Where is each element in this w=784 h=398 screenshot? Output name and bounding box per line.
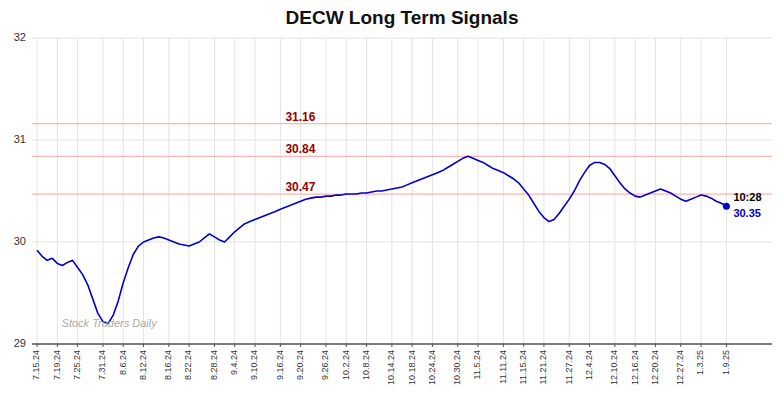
x-tick-label: 9.4.24 [229, 350, 239, 375]
end-time-label: 10:28 [733, 191, 761, 203]
price-line [37, 156, 726, 323]
x-tick-label: 8.16.24 [163, 350, 173, 380]
x-tick-label: 10.18.24 [407, 350, 417, 385]
reference-line [32, 123, 772, 124]
chart: 29 30 31 32 7.15.24 7.19.24 7.25.24 7.31.24 8.6.… [0, 0, 784, 398]
x-tick-label: 12.16.24 [630, 350, 640, 385]
x-grid-line [412, 38, 413, 344]
y-tick-label: 30 [14, 235, 26, 247]
x-grid-line [726, 38, 727, 344]
end-dot [723, 203, 730, 210]
y-grid-line [32, 344, 772, 345]
x-grid-line [102, 38, 103, 344]
x-tick-label: 10.30.24 [452, 350, 462, 385]
x-grid-line [589, 38, 590, 344]
x-tick-label: 10.24.24 [427, 350, 437, 385]
watermark: Stock Traders Daily [62, 317, 159, 329]
x-tick-label: 7.25.24 [72, 350, 82, 380]
x-grid-line [523, 38, 524, 344]
x-tick-label: 12.10.24 [609, 350, 619, 385]
x-tick-label: 9.20.24 [295, 350, 305, 380]
reference-label: 31.16 [285, 110, 315, 124]
x-grid-line [77, 38, 78, 344]
x-tick-label: 7.15.24 [31, 350, 41, 380]
x-tick-label: 10.14.24 [386, 350, 396, 385]
x-grid-line [701, 38, 702, 344]
x-tick-label: 12.27.24 [675, 350, 685, 385]
x-tick-label: 8.28.24 [209, 350, 219, 380]
x-tick-label: 1.3.25 [695, 350, 705, 375]
x-tick-label: 11.15.24 [518, 350, 528, 384]
x-grid-line [366, 38, 367, 344]
x-grid-line [168, 38, 169, 344]
reference-line [32, 156, 772, 157]
x-grid-line [234, 38, 235, 344]
reference-label: 30.47 [285, 180, 315, 194]
x-grid-line [457, 38, 458, 344]
x-tick-label: 11.27.24 [564, 350, 574, 384]
x-grid-line [123, 38, 124, 344]
x-grid-line [391, 38, 392, 344]
x-tick-label: 1.9.25 [721, 350, 731, 375]
x-grid-line [432, 38, 433, 344]
x-grid-line [37, 38, 38, 344]
reference-label: 30.84 [285, 142, 315, 156]
end-price-label: 30.35 [733, 207, 761, 219]
x-tick-label: 11.21.24 [538, 350, 548, 384]
x-tick-label: 7.19.24 [52, 350, 62, 380]
x-tick-label: 12.4.24 [584, 350, 594, 380]
x-grid-line [325, 38, 326, 344]
reference-lines [32, 124, 772, 194]
x-tick-label: 8.12.24 [138, 350, 148, 380]
y-tick-label: 29 [14, 337, 26, 349]
x-grid-line [614, 38, 615, 344]
x-tick-label: 7.31.24 [97, 350, 107, 380]
y-tick-label: 32 [14, 31, 26, 43]
reference-line [32, 193, 772, 194]
title: DECW Long Term Signals [286, 7, 519, 28]
y-grid-line [32, 140, 772, 141]
x-tick-label: 11.11.24 [498, 350, 508, 384]
grid [32, 38, 772, 344]
x-grid-line [57, 38, 58, 344]
x-grid-line [478, 38, 479, 344]
x-grid-line [543, 38, 544, 344]
x-tick-label: 11.5.24 [472, 350, 482, 379]
x-grid-line [189, 38, 190, 344]
x-grid-line [143, 38, 144, 344]
y-tick-label: 31 [14, 133, 26, 145]
x-tick-label: 8.6.24 [118, 350, 128, 375]
x-tick-label: 10.8.24 [361, 350, 371, 380]
x-grid-line [635, 38, 636, 344]
x-grid-line [346, 38, 347, 344]
x-tick-label: 10.2.24 [341, 350, 351, 380]
x-tick-label: 12.20.24 [650, 350, 660, 385]
series [37, 156, 730, 323]
x-grid-line [680, 38, 681, 344]
x-tick-label: 9.10.24 [249, 350, 259, 380]
x-grid-line [503, 38, 504, 344]
x-tick-label: 9.26.24 [320, 350, 330, 380]
x-tick-label: 8.22.24 [183, 350, 193, 380]
x-grid-line [280, 38, 281, 344]
x-grid-line [569, 38, 570, 344]
x-tick-label: 9.16.24 [275, 350, 285, 380]
x-axis-line [32, 343, 772, 345]
x-grid-line [255, 38, 256, 344]
y-grid-line [32, 38, 772, 39]
x-grid-line [214, 38, 215, 344]
